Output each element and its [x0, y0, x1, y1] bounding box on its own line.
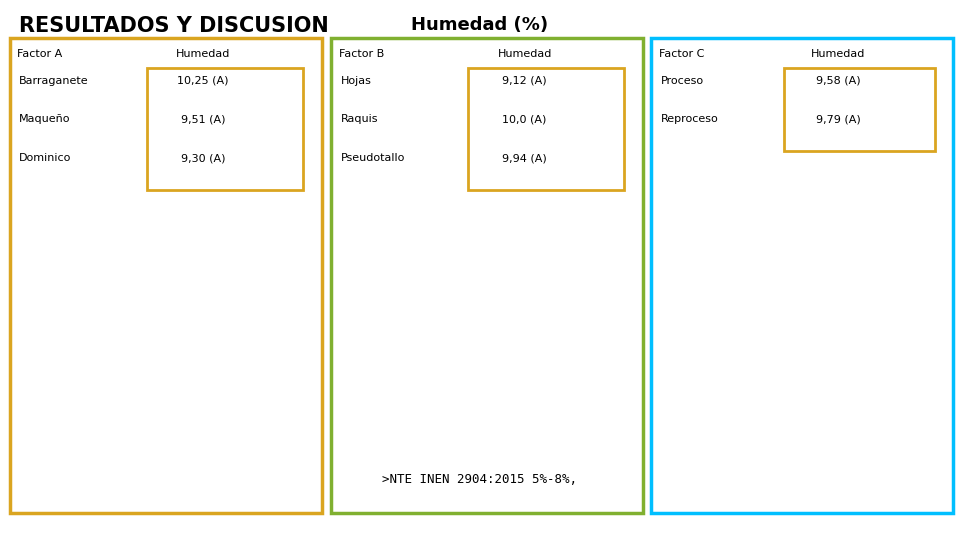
Text: 9,30 (A): 9,30 (A) — [180, 153, 226, 164]
PathPatch shape — [475, 297, 514, 368]
PathPatch shape — [75, 278, 114, 336]
Text: Humedad: Humedad — [811, 49, 866, 59]
Text: Raquis: Raquis — [341, 114, 378, 125]
Text: >NTE INEN 2904:2015 5%-8%,: >NTE INEN 2904:2015 5%-8%, — [382, 473, 578, 486]
Text: Humedad (%): Humedad (%) — [412, 16, 548, 34]
Text: Factor B: Factor B — [339, 49, 384, 59]
Text: Maqueño: Maqueño — [19, 114, 71, 125]
Text: RESULTADOS Y DISCUSION: RESULTADOS Y DISCUSION — [19, 16, 329, 36]
Text: 9,58 (A): 9,58 (A) — [816, 76, 861, 86]
Text: Barraganete: Barraganete — [19, 76, 89, 86]
PathPatch shape — [836, 297, 891, 349]
Text: Pseudotallo: Pseudotallo — [341, 153, 405, 164]
Text: 9,79: 9,79 — [852, 318, 876, 328]
Text: Factor A: Factor A — [17, 49, 62, 59]
Text: Dominico: Dominico — [19, 153, 72, 164]
Text: Factor C: Factor C — [659, 49, 704, 59]
Text: Hojas: Hojas — [341, 76, 372, 86]
Text: 9,12: 9,12 — [403, 382, 428, 392]
Text: 9,58: 9,58 — [742, 313, 767, 323]
Text: 9,30: 9,30 — [160, 333, 185, 343]
PathPatch shape — [396, 349, 436, 424]
PathPatch shape — [231, 287, 271, 356]
PathPatch shape — [553, 297, 592, 368]
Text: Humedad: Humedad — [497, 49, 552, 59]
Text: 10,0 (A): 10,0 (A) — [502, 114, 547, 125]
Text: 9,94: 9,94 — [561, 328, 586, 338]
Text: 9,12 (A): 9,12 (A) — [502, 76, 547, 86]
PathPatch shape — [728, 291, 782, 346]
Text: 9,79 (A): 9,79 (A) — [816, 114, 861, 125]
Text: 10,25 (A): 10,25 (A) — [178, 76, 228, 86]
Text: Humedad: Humedad — [176, 49, 230, 59]
Text: 9,51: 9,51 — [239, 316, 264, 327]
Text: 9,51 (A): 9,51 (A) — [180, 114, 226, 125]
Text: Reproceso: Reproceso — [660, 114, 718, 125]
Text: Proceso: Proceso — [660, 76, 704, 86]
PathPatch shape — [154, 323, 192, 353]
Text: 10,0: 10,0 — [482, 328, 507, 338]
Text: 9,94 (A): 9,94 (A) — [502, 153, 547, 164]
Text: 10,25: 10,25 — [79, 302, 109, 312]
